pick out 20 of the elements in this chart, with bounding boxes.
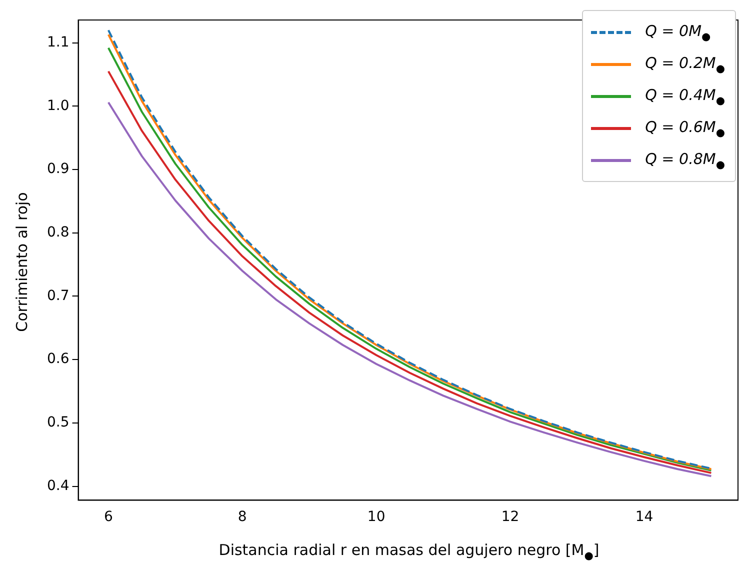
x-tick-label: 10 xyxy=(367,509,386,526)
y-tick-label: 0.7 xyxy=(47,288,70,304)
y-tick-label: 0.8 xyxy=(47,224,70,240)
y-tick-label: 1.0 xyxy=(47,98,70,114)
x-tick-label: 8 xyxy=(238,509,247,526)
legend-label: Q = 0.4M$_{●}$ xyxy=(645,86,725,106)
legend-label: Q = 0M$_{●}$ xyxy=(645,22,711,42)
x-tick-label: 12 xyxy=(501,509,520,526)
y-tick-label: 1.1 xyxy=(47,34,70,50)
y-axis-title: Corrimiento al rojo xyxy=(13,192,31,332)
y-tick-label: 0.4 xyxy=(47,478,70,494)
y-tick-label: 0.5 xyxy=(47,414,70,431)
y-tick-label: 0.9 xyxy=(47,161,70,178)
legend-label: Q = 0.6M$_{●}$ xyxy=(645,118,725,138)
y-tick-label: 0.6 xyxy=(47,351,70,368)
x-tick-label: 14 xyxy=(635,509,654,526)
x-tick-label: 6 xyxy=(104,509,113,526)
legend-label: Q = 0.8M$_{●}$ xyxy=(645,150,725,170)
legend-label: Q = 0.2M$_{●}$ xyxy=(645,54,725,74)
x-axis-title: Distancia radial r en masas del agujero negro [M$_{●}$] xyxy=(218,541,600,562)
